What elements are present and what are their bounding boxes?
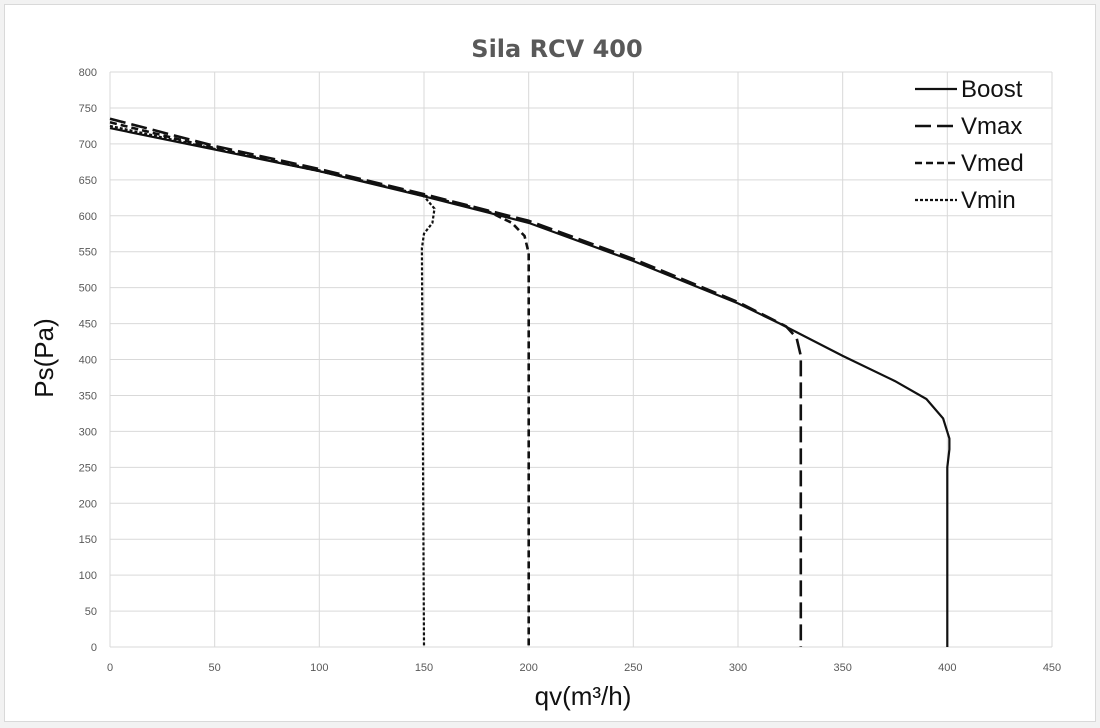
legend-label-vmax: Vmax [961,113,1022,140]
y-tick-label: 750 [79,103,97,115]
y-tick-label: 600 [79,211,97,223]
legend-label-boost: Boost [961,76,1023,103]
x-axis-title: qv(m³/h) [535,681,632,711]
y-tick-label: 450 [79,319,97,331]
y-tick-label: 800 [79,67,97,79]
x-tick-label: 100 [310,662,328,674]
line-chart: 0501001502002503003504004505005506006507… [29,35,1062,711]
y-tick-label: 250 [79,462,97,474]
legend-label-vmin: Vmin [961,187,1016,214]
y-tick-label: 650 [79,175,97,187]
series-line-vmed [109,121,530,647]
y-tick-label: 550 [79,247,97,259]
y-tick-label: 700 [79,139,97,151]
y-tick-label: 150 [79,534,97,546]
x-tick-label: 50 [209,662,221,674]
chart-frame: 0 50 100 150 200 250 300 350 400 450 500 550 600 650 7… [4,4,1096,722]
x-tick-label: 400 [938,662,956,674]
legend: Boost Vmax Vmed Vmin [915,76,1024,214]
axis-ticks: 0501001502002503003504004505005506006507… [79,67,1062,674]
y-axis-title: Ps(Pa) [29,318,59,397]
y-tick-label: 350 [79,390,97,402]
x-tick-label: 250 [624,662,642,674]
series-line-vmax [109,117,803,647]
y-tick-label: 400 [79,355,97,367]
series-lines [109,117,951,648]
x-tick-label: 0 [107,662,113,674]
legend-label-vmed: Vmed [961,150,1024,177]
x-tick-label: 150 [415,662,433,674]
x-tick-label: 450 [1043,662,1061,674]
y-tick-label: 500 [79,283,97,295]
x-tick-label: 350 [833,662,851,674]
x-tick-label: 200 [519,662,537,674]
series-line-vmin [109,124,436,648]
chart-grid [109,71,1053,648]
x-tick-label: 300 [729,662,747,674]
chart-title: Sila RCV 400 [471,35,642,63]
y-tick-label: 300 [79,426,97,438]
y-tick-label: 100 [79,570,97,582]
y-tick-label: 0 [91,642,97,654]
y-tick-label: 200 [79,498,97,510]
y-tick-label: 50 [85,606,97,618]
